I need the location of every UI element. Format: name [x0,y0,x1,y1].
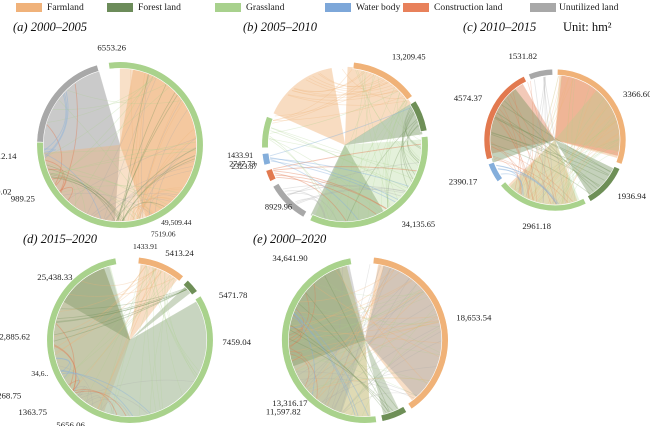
svg-text:989.25: 989.25 [11,194,36,204]
svg-text:1433.91: 1433.91 [133,242,158,251]
svg-text:6553.26: 6553.26 [97,42,126,52]
svg-text:7519.06: 7519.06 [151,230,176,239]
svg-text:13,316.17: 13,316.17 [272,398,308,408]
svg-text:49,509.44: 49,509.44 [161,218,192,227]
svg-text:5656.06: 5656.06 [56,420,85,426]
svg-text:5413.24: 5413.24 [165,248,194,258]
svg-text:1936.94: 1936.94 [617,191,646,201]
svg-text:1912.14: 1912.14 [0,151,17,161]
svg-text:1363.75: 1363.75 [18,407,47,417]
svg-text:3366.60: 3366.60 [623,89,650,99]
svg-text:2961.18: 2961.18 [522,221,551,231]
svg-text:25,438.33: 25,438.33 [37,272,73,282]
svg-text:4574.37: 4574.37 [454,93,483,103]
svg-text:12,560.02: 12,560.02 [0,187,12,197]
svg-text:1433.91: 1433.91 [227,151,253,160]
svg-text:5471.78: 5471.78 [219,290,248,300]
svg-text:13,209.45: 13,209.45 [392,53,426,62]
svg-text:1531.82: 1531.82 [509,51,538,61]
svg-text:34,135.65: 34,135.65 [402,220,436,229]
svg-text:18,653.54: 18,653.54 [456,312,492,322]
svg-text:7459.04: 7459.04 [222,337,251,347]
svg-text:8929.96: 8929.96 [265,203,292,212]
svg-text:34,641.90: 34,641.90 [272,253,308,263]
svg-text:1268.75: 1268.75 [0,390,22,400]
svg-text:34,6..: 34,6.. [31,369,48,378]
svg-text:2390.17: 2390.17 [449,176,478,186]
svg-text:2747.73: 2747.73 [229,159,255,168]
svg-text:32,885.62: 32,885.62 [0,332,30,342]
